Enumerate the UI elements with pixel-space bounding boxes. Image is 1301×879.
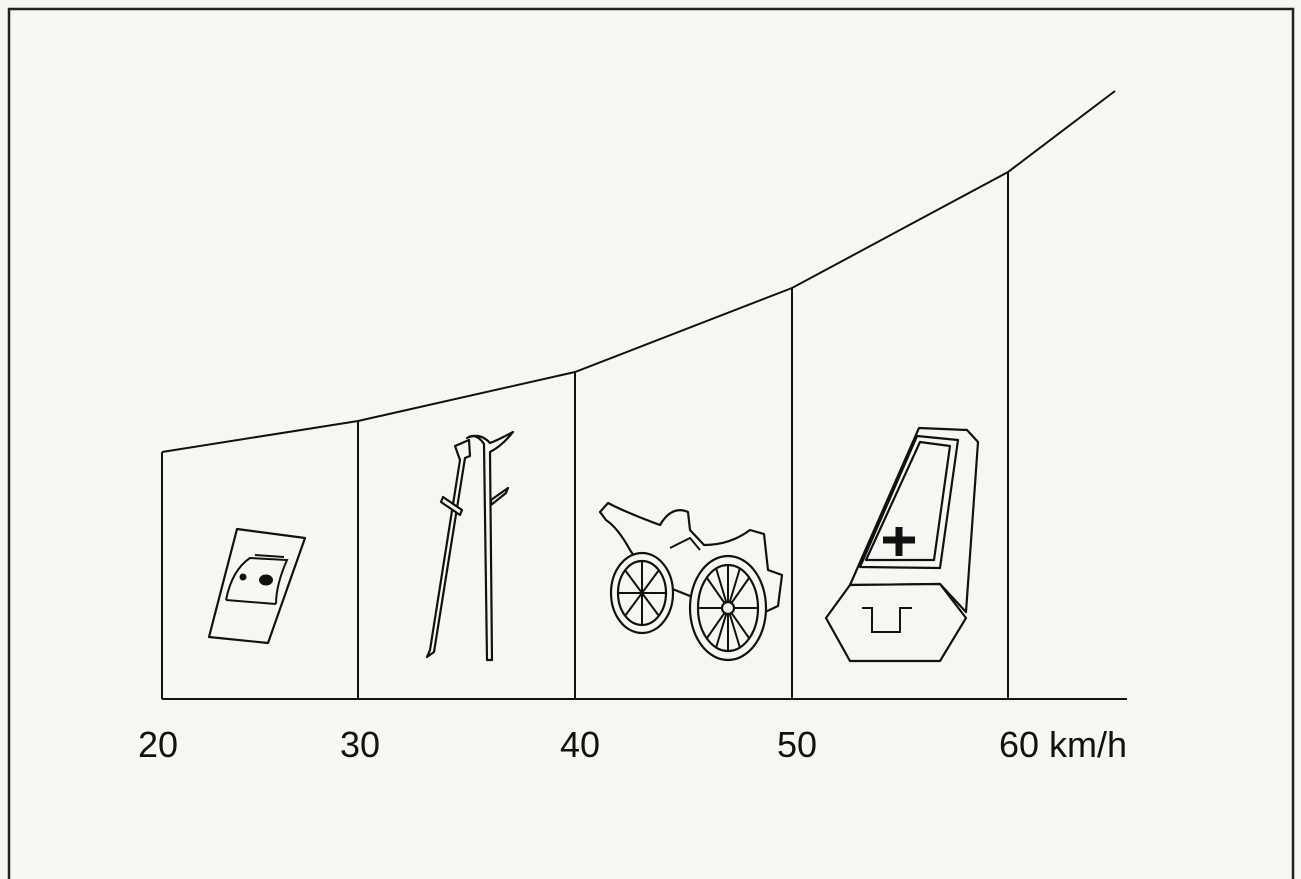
- bandage-icon: [207, 527, 307, 645]
- frame: [7, 7, 1295, 879]
- severity-curve: [161, 90, 1116, 453]
- wheelchair-icon: [598, 501, 784, 662]
- speed-label: 20: [138, 724, 178, 765]
- speed-labels: 20 30 40 50 60 km/h: [138, 724, 1127, 765]
- dividers: [161, 172, 1009, 699]
- coffin-icon: [824, 426, 980, 663]
- speed-label: 40: [560, 724, 600, 765]
- speed-label: 30: [340, 724, 380, 765]
- crutches-icon: [425, 430, 515, 662]
- speed-label: 60 km/h: [999, 724, 1127, 765]
- speed-label: 50: [777, 724, 817, 765]
